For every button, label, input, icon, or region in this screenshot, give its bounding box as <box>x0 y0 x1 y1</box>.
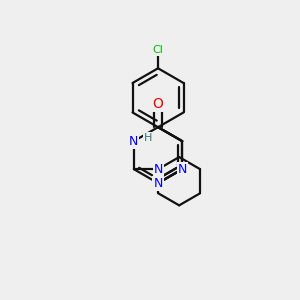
Text: N: N <box>178 163 187 176</box>
Text: H: H <box>144 133 152 142</box>
Text: N: N <box>129 135 139 148</box>
Text: N: N <box>153 177 163 190</box>
Text: Cl: Cl <box>153 45 164 55</box>
Text: O: O <box>153 97 164 111</box>
Text: N: N <box>153 177 163 190</box>
Text: N: N <box>154 163 163 176</box>
